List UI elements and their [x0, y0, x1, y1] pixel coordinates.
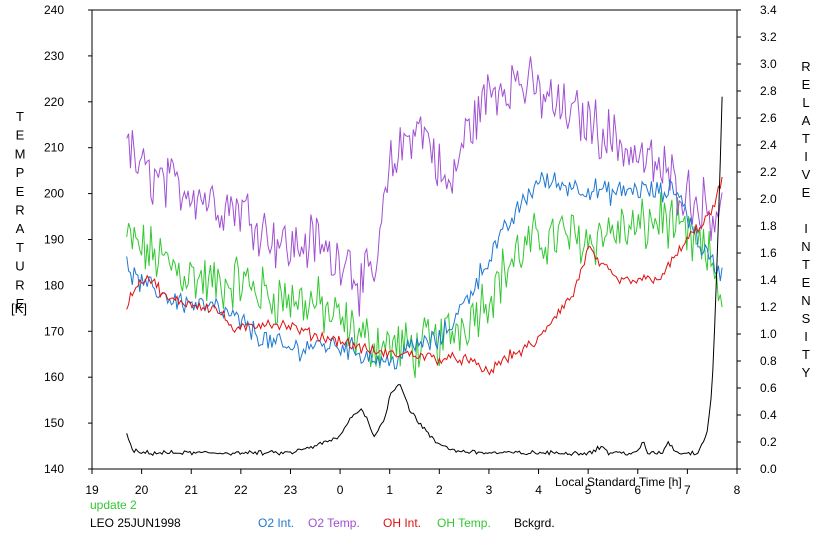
left-tick-label: 220	[44, 95, 64, 109]
right-y-axis: 0.0 0.2 0.4 0.6 0.8 1.0 1.2 1.4 1.6 1.8 2.0 2.2 2.4 2…	[737, 3, 777, 476]
legend-entry: OH Int.	[383, 516, 421, 530]
left-tick-label: 160	[44, 370, 64, 384]
x-tick-label: 3	[486, 483, 493, 497]
left-tick-label: 180	[44, 278, 64, 292]
x-tick-label: 5	[585, 483, 592, 497]
left-axis-label-letter: R	[15, 203, 24, 218]
right-tick-label: 2.4	[760, 138, 777, 152]
site-date: LEO 25JUN1998	[90, 516, 181, 530]
right-axis-label-letter: A	[802, 113, 811, 128]
legend-entry: O2 Temp.	[308, 516, 360, 530]
left-tick-label: 190	[44, 233, 64, 247]
right-tick-label: 0.6	[760, 381, 777, 395]
x-tick-label: 6	[634, 483, 641, 497]
left-axis-label-letter: M	[15, 146, 26, 161]
right-axis-label-letter: V	[802, 167, 811, 182]
right-tick-label: 0.0	[760, 462, 777, 476]
series-line-bckgrd	[126, 96, 723, 456]
right-axis-label-letter: N	[801, 239, 810, 254]
right-axis-label-letter: R	[801, 59, 810, 74]
series-layer	[126, 56, 723, 456]
right-tick-label: 1.2	[760, 300, 777, 314]
x-tick-label: 0	[337, 483, 344, 497]
right-axis-label-letter: T	[802, 347, 810, 362]
right-axis-label-letter: E	[802, 185, 811, 200]
x-tick-label: 22	[234, 483, 248, 497]
left-tick-label: 240	[44, 3, 64, 17]
legend-entry: Bckgrd.	[514, 516, 555, 530]
right-axis-label-letter: N	[801, 293, 810, 308]
x-tick-label: 4	[535, 483, 542, 497]
left-axis-label-letter: E	[16, 128, 25, 143]
left-tick-label: 230	[44, 49, 64, 63]
right-axis-label-letter: L	[802, 95, 809, 110]
plot-frame	[91, 9, 738, 470]
x-tick-label: 8	[734, 483, 741, 497]
right-axis-label-letter: I	[804, 329, 808, 344]
left-tick-label: 170	[44, 324, 64, 338]
left-axis-label-letter: U	[15, 259, 24, 274]
right-axis-label-letter: E	[802, 77, 811, 92]
series-line-oh-int	[126, 176, 723, 376]
right-axis-label-letter: T	[802, 131, 810, 146]
left-tick-label: 140	[44, 462, 64, 476]
left-tick-label: 150	[44, 416, 64, 430]
right-tick-label: 3.4	[760, 3, 777, 17]
x-axis: 19 20 21 22 23 0 1 2 3 4 5 6 7 8	[85, 469, 741, 497]
right-axis-label-letter: I	[804, 149, 808, 164]
x-tick-label: 7	[684, 483, 691, 497]
right-tick-label: 2.8	[760, 84, 777, 98]
right-tick-label: 3.2	[760, 30, 777, 44]
left-axis-label-letter: A	[16, 221, 25, 236]
x-tick-label: 2	[436, 483, 443, 497]
left-axis-unit: [K]	[11, 301, 27, 316]
x-tick-label: 20	[135, 483, 149, 497]
left-axis-label-letter: R	[15, 277, 24, 292]
series-line-oh-temp	[126, 192, 723, 378]
legend-entry: O2 Int.	[258, 516, 294, 530]
right-tick-label: 1.6	[760, 246, 777, 260]
left-axis-label-letter: T	[16, 240, 24, 255]
right-tick-label: 2.2	[760, 165, 777, 179]
x-tick-label: 1	[386, 483, 393, 497]
x-tick-label: 21	[185, 483, 199, 497]
right-axis-label-letter: I	[804, 221, 808, 236]
legend-entry: OH Temp.	[437, 516, 491, 530]
right-axis-label-letter: E	[802, 275, 811, 290]
right-tick-label: 0.4	[760, 408, 777, 422]
right-axis-label-letter: Y	[802, 365, 811, 380]
right-tick-label: 1.8	[760, 219, 777, 233]
right-axis-label-letter: S	[802, 311, 811, 326]
series-line-o2-temp	[126, 56, 723, 317]
legend: O2 Int. O2 Temp. OH Int. OH Temp. Bckgrd.	[258, 516, 555, 530]
series-line-o2-int	[126, 172, 723, 370]
left-axis-label-letter: P	[16, 165, 25, 180]
left-axis-label-letter: T	[16, 109, 24, 124]
update-note: update 2	[90, 498, 137, 512]
x-axis-label: Local Standard Time [h]	[555, 475, 682, 489]
right-tick-label: 1.4	[760, 273, 777, 287]
right-tick-label: 0.2	[760, 435, 777, 449]
right-tick-label: 2.0	[760, 192, 777, 206]
left-y-axis: 140 150 160 170 180 190 200 210 220 230 240	[44, 3, 92, 476]
right-tick-label: 0.8	[760, 354, 777, 368]
right-tick-label: 2.6	[760, 111, 777, 125]
x-tick-label: 23	[284, 483, 298, 497]
left-tick-label: 210	[44, 141, 64, 155]
x-tick-label: 19	[85, 483, 99, 497]
right-axis-label-letter: T	[802, 257, 810, 272]
left-axis-label-letter: E	[16, 184, 25, 199]
right-tick-label: 3.0	[760, 57, 777, 71]
left-tick-label: 200	[44, 187, 64, 201]
right-tick-label: 1.0	[760, 327, 777, 341]
left-axis-label-letter: E	[16, 296, 25, 311]
